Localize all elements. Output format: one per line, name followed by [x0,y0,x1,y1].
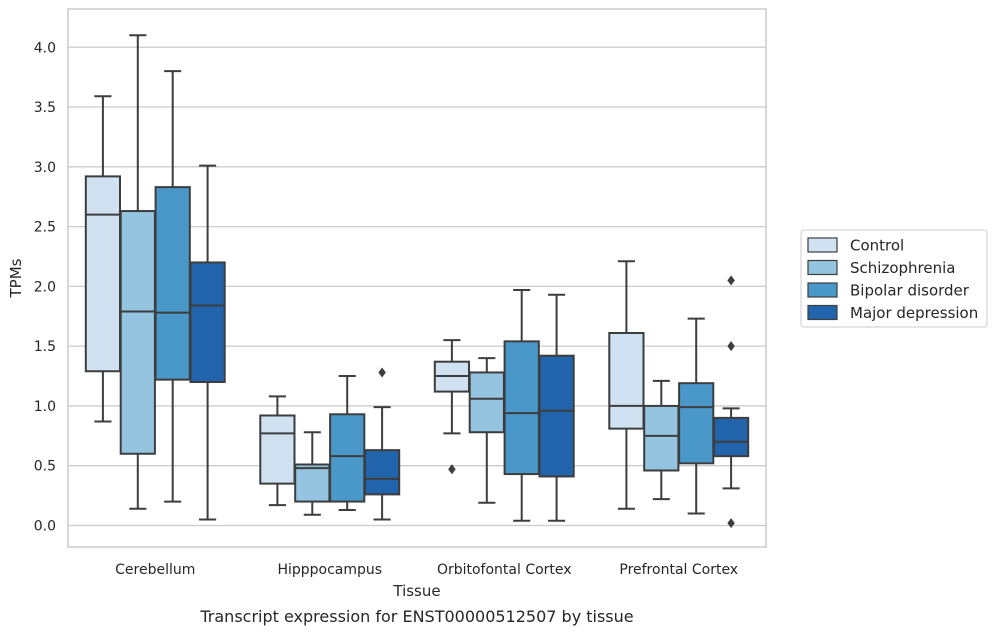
box-3-0 [189,164,226,521]
y-axis-ticks: 0.0 0.5 1.0 1.5 2.0 2.5 3.0 3.5 4.0 [34,40,56,534]
y-tick-label: 2.5 [34,220,56,236]
box-3-2 [538,293,575,522]
legend-label: Schizophrenia [850,259,955,277]
y-tick-label: 0.0 [34,518,56,534]
x-axis-label: Tissue [392,582,440,600]
legend-swatch [807,237,838,253]
outlier-point [727,341,735,352]
x-tick-label: Cerebellum [115,562,195,578]
legend-label: Major depression [850,304,978,322]
x-tick-label: Hipppocampus [277,562,382,578]
iqr-box [503,340,540,476]
y-tick-label: 2.0 [34,279,56,295]
iqr-box [189,261,226,384]
outlier-point [378,367,386,378]
iqr-box [678,382,715,465]
x-tick-label: Orbitofontal Cortex [437,562,572,578]
legend-swatch [807,304,838,321]
y-axis-label: TPMs [7,258,25,298]
iqr-box [643,404,680,472]
iqr-box [119,210,156,455]
y-tick-label: 1.5 [34,339,56,355]
x-axis-ticks: Cerebellum Hipppocampus Orbitofontal Corte… [115,562,738,578]
box-1-2 [468,357,505,504]
legend-swatch [807,259,838,276]
y-tick-label: 3.0 [34,160,56,176]
iqr-box [363,449,401,496]
chart-caption: Transcript expression for ENST0000051250… [199,607,633,626]
outlier-point [727,518,735,529]
x-tick-label: Prefrontal Cortex [619,562,738,578]
legend-frame [800,229,988,328]
box-3-3 [712,275,750,529]
plot-area-frame [67,8,767,548]
iqr-box [84,175,122,373]
box-2-0 [154,70,191,503]
legend-swatch [807,282,838,298]
box-0-0 [84,95,122,423]
iqr-box [538,354,575,478]
iqr-box [712,416,750,458]
box-2-1 [329,375,366,511]
legend: Control Schizophrenia Bipolar disorder Majo… [800,229,988,328]
y-tick-label: 0.5 [34,459,56,475]
legend-label: Bipolar disorder [850,282,970,300]
y-tick-label: 3.5 [34,100,56,116]
box-plot-series [84,34,750,529]
iqr-box [329,413,366,503]
box-0-1 [259,395,296,507]
outlier-point [448,464,456,475]
iqr-box [154,186,191,381]
box-1-0 [119,34,156,510]
box-2-3 [678,317,715,515]
box-1-1 [294,431,331,516]
box-1-3 [643,379,680,501]
iqr-box [294,463,331,503]
iqr-box [259,414,296,485]
box-2-2 [503,288,540,522]
iqr-box [468,371,505,434]
box-0-3 [608,260,645,510]
outlier-point [727,275,735,286]
box-0-2 [433,339,471,475]
y-tick-label: 1.0 [34,399,56,415]
box-3-1 [363,367,401,521]
y-tick-label: 4.0 [34,40,56,56]
iqr-box [608,331,645,430]
legend-label: Control [850,237,904,255]
